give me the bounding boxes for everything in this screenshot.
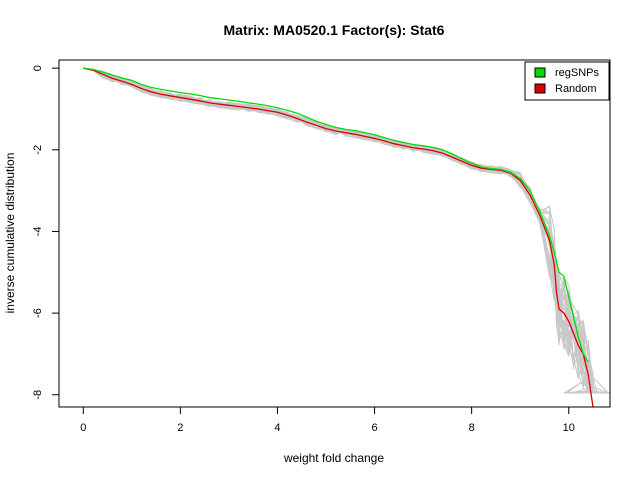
background-random-lines: [83, 67, 610, 394]
series-line-random: [83, 67, 594, 408]
background-random-line: [83, 67, 610, 394]
chart-title: Matrix: MA0520.1 Factor(s): Stat6: [224, 22, 445, 38]
background-random-line: [83, 67, 610, 394]
x-axis: 0 2 4 6 8 10: [80, 406, 575, 434]
background-random-line: [83, 67, 610, 394]
legend: regSNPs Random: [524, 61, 610, 101]
x-tick-label: 4: [274, 422, 280, 434]
x-tick-label: 0: [80, 422, 86, 434]
background-random-line: [83, 67, 610, 394]
background-random-line: [83, 67, 610, 394]
background-random-line: [83, 67, 610, 394]
background-random-line: [83, 67, 610, 394]
background-random-line: [83, 67, 610, 394]
legend-swatch-regsnps: [534, 67, 546, 78]
background-random-line: [83, 67, 610, 394]
background-random-line: [83, 67, 610, 394]
background-random-line: [83, 67, 610, 394]
background-random-line: [83, 67, 610, 394]
background-random-line: [83, 67, 610, 394]
background-random-line: [83, 67, 610, 394]
background-random-line: [83, 67, 610, 394]
background-random-line: [83, 67, 610, 394]
y-tick-label: 0: [32, 65, 44, 71]
background-random-line: [83, 67, 610, 394]
y-tick-label: -4: [32, 227, 44, 237]
y-tick-label: -6: [32, 308, 44, 318]
background-random-line: [83, 67, 610, 394]
y-axis-label: inverse cumulative distribution: [3, 153, 17, 314]
series-line-regsnps: [83, 67, 589, 363]
legend-label-regsnps: regSNPs: [555, 67, 600, 79]
x-tick-label: 6: [371, 422, 377, 434]
series-lines: [83, 67, 594, 408]
background-random-line: [83, 67, 610, 394]
background-random-line: [83, 67, 610, 394]
background-random-line: [83, 67, 610, 394]
background-random-line: [83, 67, 610, 394]
plot-frame: [58, 59, 611, 408]
background-random-line: [83, 67, 610, 394]
background-random-line: [83, 67, 610, 394]
y-tick-label: -8: [32, 390, 44, 400]
x-tick-label: 10: [563, 422, 575, 434]
background-random-line: [83, 67, 610, 394]
background-random-line: [83, 67, 610, 394]
legend-label-random: Random: [555, 83, 597, 95]
background-random-line: [83, 67, 610, 394]
background-random-line: [83, 67, 610, 394]
legend-swatch-random: [534, 83, 546, 94]
y-axis: 0 -2 -4 -6 -8: [32, 65, 59, 400]
y-tick-label: -2: [32, 145, 44, 155]
x-tick-label: 8: [469, 422, 475, 434]
background-random-line: [83, 67, 610, 394]
x-axis-label: weight fold change: [283, 451, 384, 465]
background-random-line: [83, 67, 610, 394]
x-tick-label: 2: [177, 422, 183, 434]
